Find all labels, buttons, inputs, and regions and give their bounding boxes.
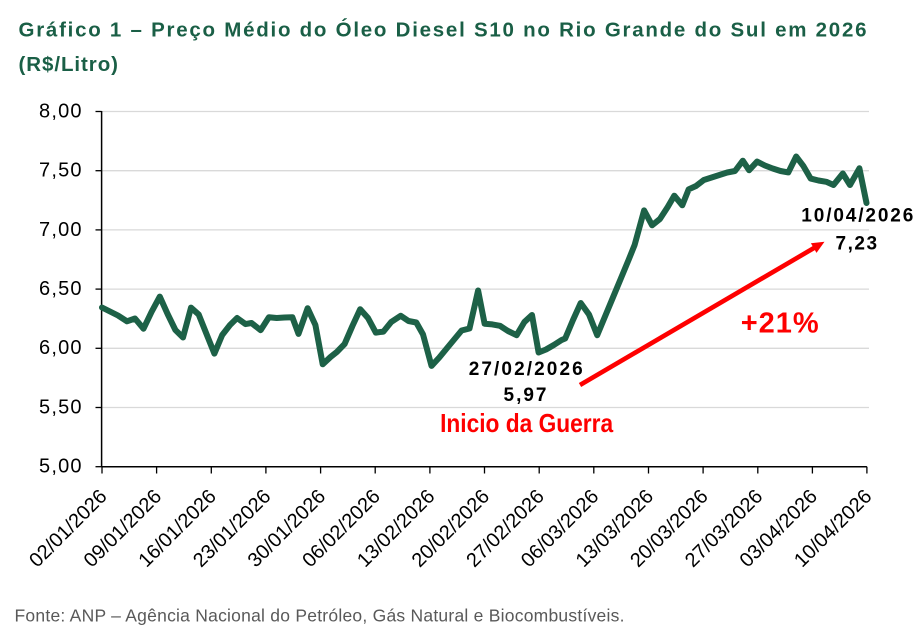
svg-text:Gráfico 1 – Preço Médio do Óle: Gráfico 1 – Preço Médio do Óleo Diesel S… bbox=[19, 17, 867, 41]
svg-text:5,97: 5,97 bbox=[504, 385, 547, 406]
svg-text:Fonte: ANP – Agência Nacional: Fonte: ANP – Agência Nacional do Petróle… bbox=[15, 605, 625, 625]
svg-text:Inicio da Guerra: Inicio da Guerra bbox=[440, 408, 613, 438]
svg-text:10/04/2026: 10/04/2026 bbox=[801, 205, 913, 226]
svg-text:(R$/Litro): (R$/Litro) bbox=[19, 53, 119, 76]
svg-text:7,50: 7,50 bbox=[39, 160, 82, 182]
svg-text:5,00: 5,00 bbox=[39, 456, 82, 478]
svg-text:6,00: 6,00 bbox=[39, 337, 82, 359]
svg-text:7,23: 7,23 bbox=[836, 233, 878, 254]
svg-text:5,50: 5,50 bbox=[39, 396, 82, 418]
svg-text:8,00: 8,00 bbox=[39, 100, 82, 122]
svg-text:7,00: 7,00 bbox=[39, 219, 82, 241]
svg-text:+21%: +21% bbox=[741, 307, 819, 339]
svg-text:27/02/2026: 27/02/2026 bbox=[469, 359, 583, 380]
svg-text:6,50: 6,50 bbox=[39, 278, 82, 300]
